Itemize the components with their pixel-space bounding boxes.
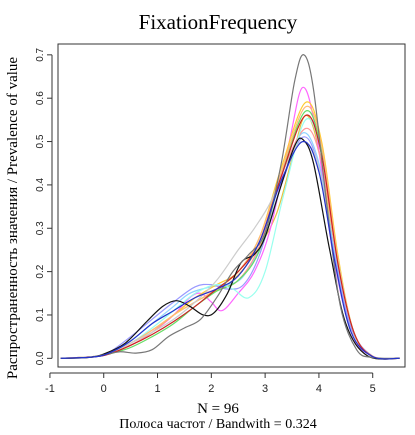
x-axis-label-bandwidth: Полоса частот / Bandwith = 0.324: [119, 417, 316, 432]
y-tick-label: 0.2: [35, 264, 46, 278]
chart-title: FixationFrequency: [139, 10, 298, 34]
density-curve-12: [60, 137, 400, 360]
density-curve-13: [60, 54, 400, 359]
density-curve-14: [60, 140, 400, 360]
plot-frame: [57, 43, 406, 368]
y-tick-label: 0.3: [35, 221, 46, 235]
x-tick-label: -1: [45, 383, 55, 395]
x-tick-label: 2: [208, 383, 214, 395]
y-tick-label: 0.5: [35, 134, 46, 148]
y-tick-label: 0.6: [35, 91, 46, 105]
density-curve-11: [60, 114, 400, 360]
y-axis-label: Распространенность значения / Prevalence…: [5, 57, 21, 379]
y-tick-label: 0.0: [35, 351, 46, 365]
x-tick-label: 0: [101, 383, 107, 395]
y-tick-label: 0.7: [35, 47, 46, 61]
x-axis: -1 0 1 2 3 4 5: [45, 372, 376, 395]
density-curves: [60, 54, 400, 360]
x-tick-label: 3: [262, 383, 268, 395]
density-curve-8: [60, 117, 400, 360]
y-tick-label: 0.4: [35, 178, 46, 192]
x-axis-label-n: N = 96: [197, 401, 239, 417]
y-axis: 0.0 0.1 0.2 0.3 0.4 0.5 0.6 0.7: [35, 47, 53, 365]
x-tick-label: 1: [154, 383, 160, 395]
x-tick-label: 5: [370, 383, 376, 395]
density-curve-4: [60, 136, 400, 360]
x-tick-label: 4: [316, 383, 322, 395]
y-tick-label: 0.1: [35, 308, 46, 322]
